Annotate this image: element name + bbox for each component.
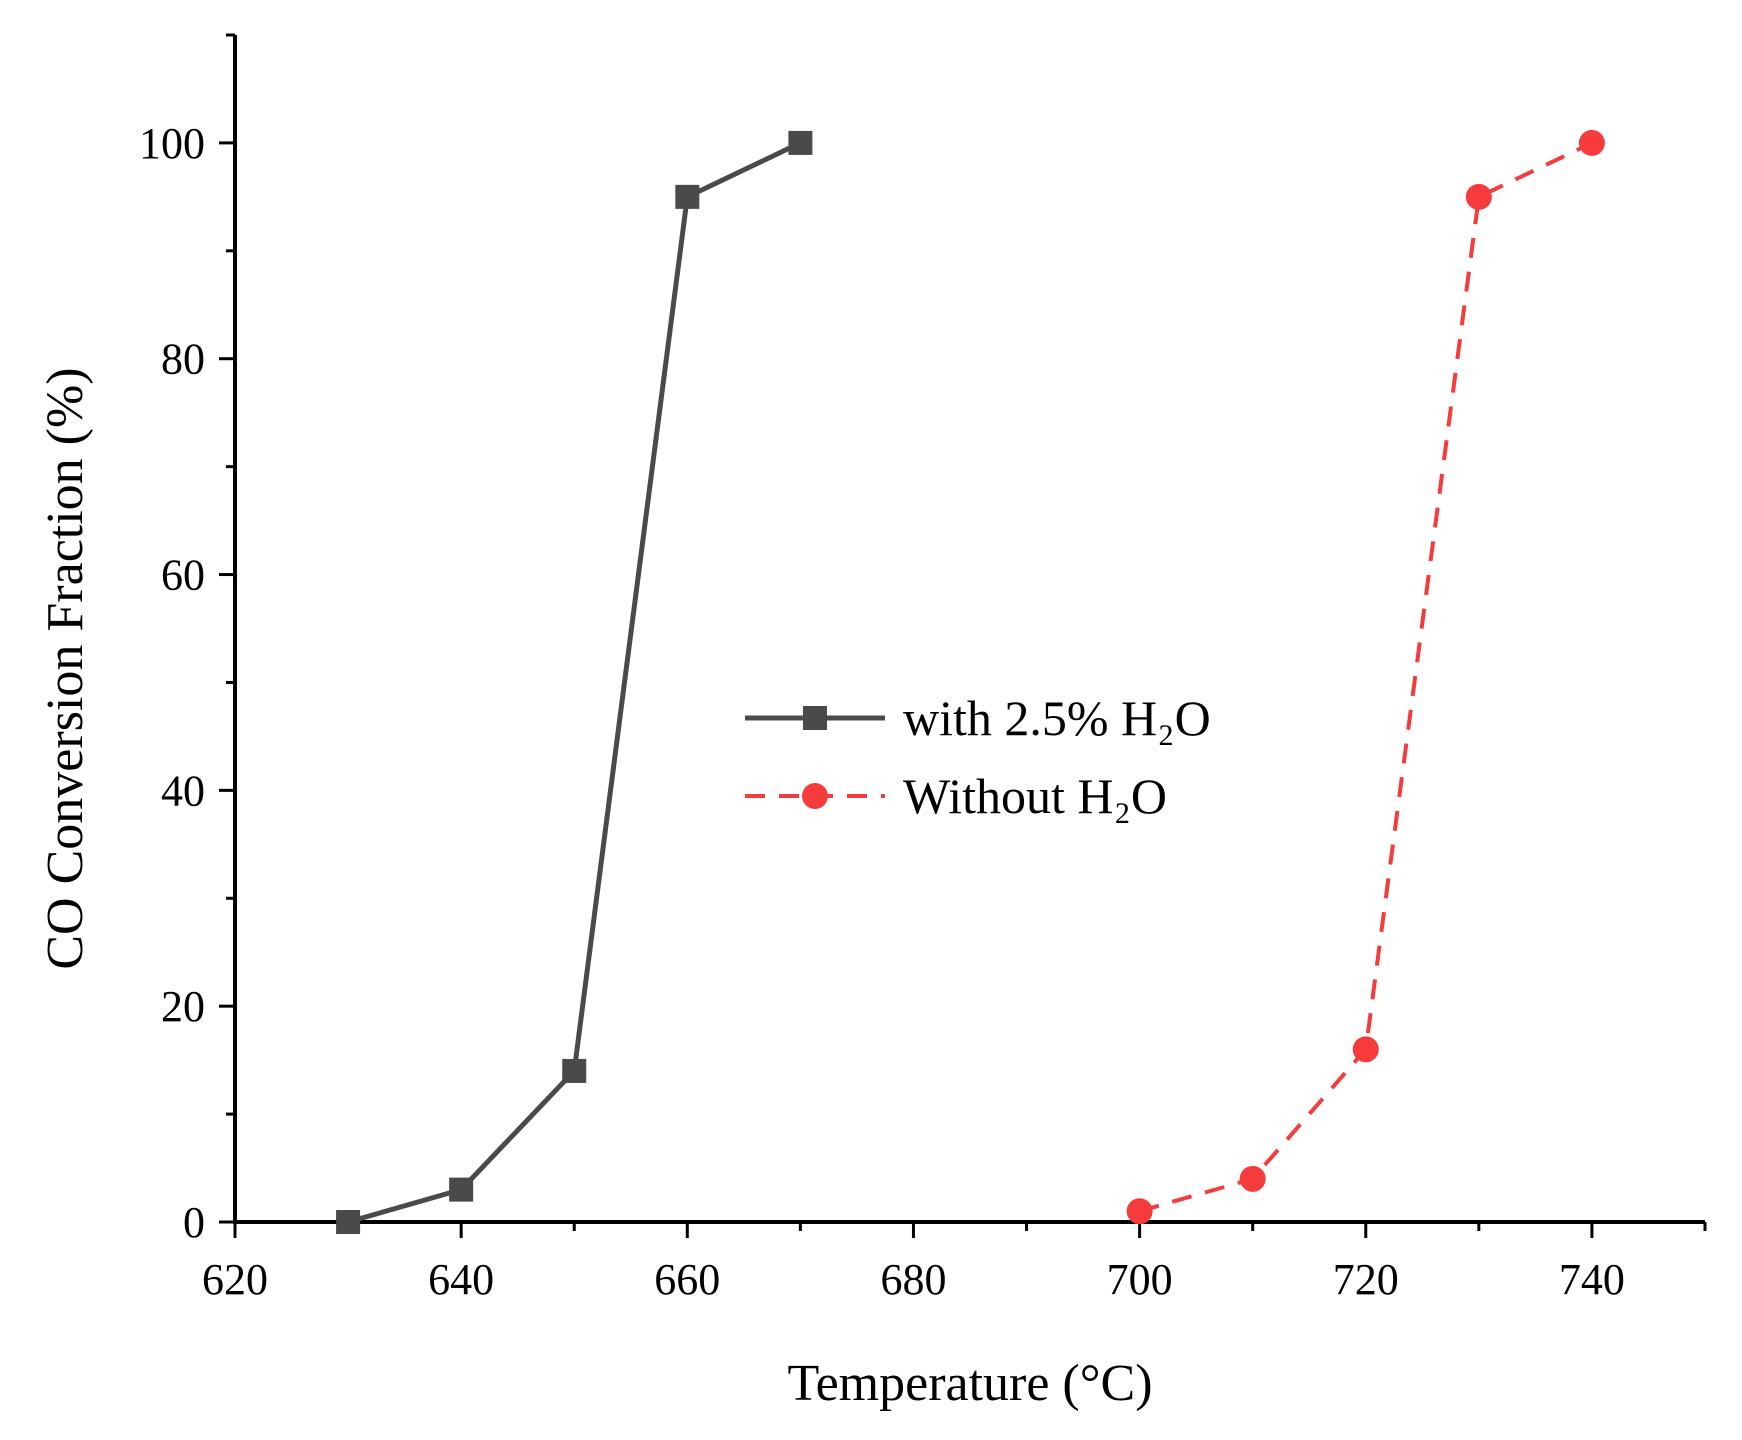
y-tick-label: 20: [161, 982, 205, 1031]
data-point: [1352, 1036, 1379, 1063]
series-1: [336, 130, 813, 1234]
x-tick-label: 660: [654, 1255, 720, 1304]
data-point: [562, 1058, 587, 1083]
data-point: [336, 1210, 361, 1234]
y-tick-label: 40: [161, 766, 205, 815]
x-tick-label: 700: [1107, 1255, 1173, 1304]
x-tick-label: 740: [1559, 1255, 1625, 1304]
series-layer: [336, 129, 1605, 1234]
x-tick-label: 720: [1333, 1255, 1399, 1304]
y-tick-label: 0: [183, 1198, 205, 1247]
data-point: [1239, 1165, 1266, 1192]
y-tick-label: 60: [161, 551, 205, 600]
axes: 0 20 40 60 80 100 620 640 660 680 700 720 740: [139, 33, 1707, 1304]
legend-label: with 2.5% H₂O: [903, 690, 1211, 746]
x-tick-label: 680: [880, 1255, 946, 1304]
data-point: [1465, 183, 1492, 210]
x-tick-label: 640: [428, 1255, 494, 1304]
legend-item-1: with 2.5% H₂O: [745, 690, 1211, 746]
data-point: [449, 1177, 474, 1202]
legend: with 2.5% H₂O Without H₂O: [745, 690, 1211, 824]
y-tick-label: 100: [139, 119, 205, 168]
data-point: [1126, 1198, 1153, 1225]
y-tick-label: 80: [161, 335, 205, 384]
data-point: [788, 130, 813, 155]
legend-label: Without H₂O: [903, 768, 1167, 824]
legend-item-2: Without H₂O: [745, 768, 1167, 824]
x-axis-title: Temperature (°C): [787, 1355, 1152, 1412]
legend-swatch-marker: [802, 783, 828, 809]
data-point: [1578, 129, 1605, 156]
series-2: [1126, 129, 1605, 1225]
data-point: [675, 184, 700, 209]
y-axis-title: CO Conversion Fraction (%): [37, 367, 94, 969]
legend-swatch-marker: [803, 706, 827, 730]
x-tick-label: 620: [202, 1255, 268, 1304]
